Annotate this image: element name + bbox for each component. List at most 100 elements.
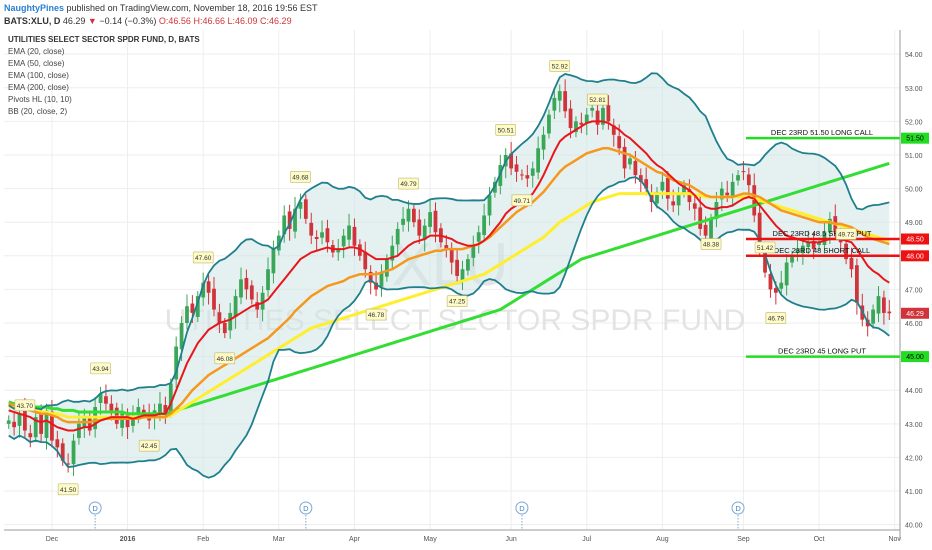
candle-body [368,271,373,283]
pivot-label-text: 49.72 [838,231,855,238]
candle-body [109,403,114,411]
candle-body [336,249,341,253]
candle-body [44,410,49,438]
candle [293,196,297,239]
candle-body [341,235,346,247]
candle-body [557,91,562,101]
candle [601,102,605,130]
pivot-label: 46.79 [765,312,787,324]
pivot-label: 43.94 [90,362,111,375]
candle-body [120,413,125,428]
pivot-label-text: 43.70 [17,403,34,410]
candle-body [158,403,162,415]
candle [206,274,211,305]
candle [655,186,659,209]
candle [309,212,314,245]
time-tick-label: Sep [737,536,750,543]
indicator-ema200[interactable]: EMA (200, close) [8,83,69,92]
candle-body [692,203,697,209]
candle [800,238,805,265]
open-value: O:46.56 [158,16,191,26]
candle [66,453,71,473]
pivot-label-text: 49.79 [400,181,417,188]
time-tick-label: Jul [582,536,591,543]
pivot-label-box [754,241,776,254]
candle-body [406,208,411,222]
candle [779,270,784,296]
pivot-label-box [365,308,387,321]
candle-body [687,189,692,203]
time-tick-label: Feb [197,536,209,543]
candle [395,222,400,257]
ema20-line [8,120,890,432]
time-tick-label: 2016 [120,536,136,543]
author-name[interactable]: NaughtyPines [4,3,65,13]
pivot-label: 48.38 [700,238,722,250]
candle-body [417,219,422,236]
candle-body [617,136,622,149]
pivot-label: 49.71 [511,194,533,207]
level-tag-text: 48.00 [906,253,924,260]
candle-body [411,208,416,223]
pivot-label-box [765,312,787,324]
price-tick-label: 40.00 [905,523,923,530]
indicator-pivots[interactable]: Pivots HL (10, 10) [8,95,72,104]
candle-body [779,282,784,289]
candle [444,234,449,258]
pivot-label-text: 47.60 [195,255,212,262]
candle [341,228,346,259]
candle-body [746,174,751,186]
candle-body [817,242,821,246]
candle-body [455,259,459,276]
candle [882,290,886,325]
candle-body [541,134,546,150]
candle-body [98,393,103,403]
price-tick-label: 49.00 [905,220,923,227]
candle [6,415,11,429]
candle-body [444,245,449,250]
candle [552,87,557,120]
candle-body [703,224,708,236]
candle-body [298,202,303,209]
indicator-ema20[interactable]: EMA (20, close) [8,47,65,56]
price-axis[interactable]: 40.00 41.00 42.00 43.00 44.00 45.00 46.00 47.00… [905,52,923,529]
candle [55,430,60,458]
pivot-label: 41.50 [57,483,79,496]
candle [347,213,351,247]
time-axis[interactable]: Dec2016FebMarAprMayJunJulAugSepOctNov21 [46,536,932,543]
candle-body [671,201,676,206]
indicator-bollinger[interactable]: BB (20, close, 2) [8,107,68,116]
candle-body [266,269,270,291]
pivot-label-box [138,439,160,452]
candle [228,302,233,339]
candle-body [509,153,514,169]
ema200-line [8,161,890,416]
level-tag-box [901,132,929,144]
pivot-label-text: 48.38 [703,242,720,249]
candle [730,173,735,207]
indicator-ema50[interactable]: EMA (50, close) [8,59,65,68]
candle-body [471,245,476,258]
candle-body [827,218,832,233]
candle [584,107,589,136]
candle [509,141,514,176]
indicator-ema100[interactable]: EMA (100, close) [8,71,69,80]
candle [644,167,649,196]
candle [201,272,206,306]
candle-body [379,272,384,287]
candle-body [163,405,168,414]
candle [233,289,238,329]
candle-body [12,421,16,428]
candle [460,260,465,291]
candle-body [871,309,875,324]
candle [195,291,200,322]
chart-header: NaughtyPines published on TradingView.co… [4,2,318,14]
candle-body [660,181,665,191]
candle-body [104,396,108,404]
candle-body [563,91,568,112]
price-axis-tags: 51.50 48.50 48.00 45.00 46.29 [901,132,929,363]
candle-body [800,245,805,254]
price-tick-label: 47.00 [905,287,923,294]
